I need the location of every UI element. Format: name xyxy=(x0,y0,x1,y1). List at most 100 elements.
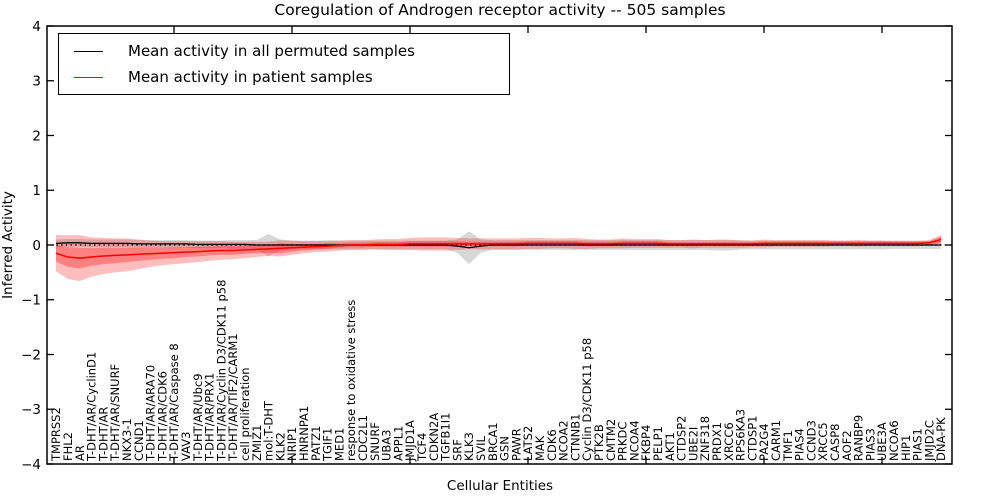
x-tick-label: CDK6 xyxy=(545,429,559,461)
y-tick-label: 1 xyxy=(32,183,41,199)
x-tick-label: GSN xyxy=(498,436,512,461)
x-tick-label: PELP1 xyxy=(651,426,665,461)
x-tick-label: T-DHT/AR/Cyclin D3/CDK11 p58 xyxy=(214,280,228,462)
x-tick-label: VAV3 xyxy=(179,432,193,461)
legend-entry-patient: Mean activity in patient samples xyxy=(59,68,509,86)
x-tick-label: HNRNPA1 xyxy=(297,406,311,461)
x-tick-label: AKT1 xyxy=(663,432,677,461)
x-tick-label: cell proliferation xyxy=(238,367,252,461)
x-tick-label: PATZ1 xyxy=(309,426,323,461)
x-tick-label: T-DHT/AR/TIF2/CARM1 xyxy=(226,333,240,462)
x-tick-label: T-DHT/AR/Ubc9 xyxy=(191,373,205,462)
x-tick-label: FHL2 xyxy=(61,432,75,461)
x-tick-label: NRIP1 xyxy=(285,427,299,461)
x-tick-label: SNURF xyxy=(368,422,382,461)
x-tick-label: LATS2 xyxy=(521,426,535,461)
x-tick-label: AR xyxy=(73,445,87,461)
y-tick-label: 4 xyxy=(32,19,41,35)
x-tick-label: NKX3-1 xyxy=(120,418,134,461)
legend-box: Mean activity in all permuted samples Me… xyxy=(58,33,510,95)
x-tick-label: SRF xyxy=(450,439,464,461)
x-tick-label: RPS6KA3 xyxy=(734,409,748,461)
permuted-mean-line xyxy=(55,242,941,249)
y-tick-label: −2 xyxy=(21,347,41,363)
x-tick-label: TMPRSS2 xyxy=(49,407,63,462)
x-tick-label: RANBP9 xyxy=(852,415,866,461)
x-tick-label: UBA3 xyxy=(380,430,394,462)
x-tick-label: CASP8 xyxy=(828,424,842,461)
x-tick-label: ZNF318 xyxy=(698,416,712,461)
x-tick-label: MED1 xyxy=(332,428,346,461)
x-tick-label: JMJD2C xyxy=(922,420,936,462)
x-tick-label: CCND3 xyxy=(804,420,818,461)
patient-mean-line xyxy=(55,238,942,259)
x-axis-label: Cellular Entities xyxy=(446,478,554,494)
x-tick-label: APPL1 xyxy=(391,426,405,461)
x-tick-label: XRCC6 xyxy=(722,422,736,461)
x-tick-label: T-DHT/AR/Caspase 8 xyxy=(167,343,181,462)
x-tick-label: PIAS3 xyxy=(863,428,877,461)
x-tick-label: NCOA6 xyxy=(887,420,901,461)
plot-title: Coregulation of Androgen receptor activi… xyxy=(274,1,726,19)
patient-line-swatch xyxy=(74,76,103,78)
x-tick-label: CARM1 xyxy=(769,420,783,461)
x-tick-label: MAK xyxy=(533,435,547,461)
x-tick-label: JMJD1A xyxy=(403,420,417,462)
x-tick-label: CTDSP1 xyxy=(745,416,759,461)
permuted-std-band xyxy=(56,231,941,265)
y-tick-label: 2 xyxy=(32,128,41,144)
legend-entry-permuted: Mean activity in all permuted samples xyxy=(59,42,509,60)
y-tick-label: 0 xyxy=(32,238,41,254)
x-tick-label: DNA-PK xyxy=(934,417,948,461)
x-tick-label: PA2G4 xyxy=(757,423,771,461)
x-tick-label: KLK2 xyxy=(273,432,287,461)
x-tick-label: SVIL xyxy=(474,435,488,461)
x-tick-label: TCF4 xyxy=(415,433,429,462)
y-tick-label: −4 xyxy=(21,457,41,473)
y-tick-label: −1 xyxy=(21,293,41,309)
x-tick-label: T-DHT/AR/ARA70 xyxy=(144,365,158,462)
x-tick-label: T-DHT/AR/SNURF xyxy=(108,364,122,462)
x-tick-label: NCOA4 xyxy=(627,420,641,461)
permuted-line-swatch xyxy=(74,50,103,52)
x-tick-label: HIP1 xyxy=(899,435,913,461)
x-tick-label: CCND1 xyxy=(132,420,146,461)
x-tick-label: XRCC5 xyxy=(816,422,830,461)
x-tick-label: CTNNB1 xyxy=(568,414,582,461)
x-tick-label: T-DHT/AR/CDK6 xyxy=(155,371,169,462)
x-tick-label: Cyclin D3/CDK11 p58 xyxy=(580,338,594,461)
x-tick-label: CDKN2A xyxy=(427,413,441,461)
x-tick-label: UBE2I xyxy=(686,427,700,461)
x-tick-label: PRDX1 xyxy=(710,422,724,461)
patient-std-outer-band xyxy=(56,235,941,282)
x-tick-label: T-DHT/AR xyxy=(96,407,110,462)
x-tick-label: T-DHT/AR/CyclinD1 xyxy=(85,352,99,462)
x-tick-label: BRCA1 xyxy=(486,422,500,461)
x-tick-label: response to oxidative stress xyxy=(344,300,358,461)
x-tick-label: NCOA2 xyxy=(557,420,571,461)
legend-label-permuted: Mean activity in all permuted samples xyxy=(128,42,415,60)
x-tick-label: UBE3A xyxy=(875,422,889,461)
x-tick-label: ZMIZ1 xyxy=(250,425,264,461)
x-tick-label: AOF2 xyxy=(840,430,854,461)
x-tick-label: CDC2L1 xyxy=(356,415,370,461)
x-tick-label: CMTM2 xyxy=(604,419,618,461)
x-tick-label: PAWR xyxy=(509,428,523,461)
x-tick-label: mol:T-DHT xyxy=(262,400,276,461)
x-tick-label: KLK3 xyxy=(462,432,476,461)
x-tick-label: PIAS1 xyxy=(911,428,925,461)
x-tick-label: TGIF1 xyxy=(321,428,335,462)
x-tick-label: TMF1 xyxy=(781,430,795,462)
x-tick-label: TGFB1I1 xyxy=(439,413,453,462)
legend-label-patient: Mean activity in patient samples xyxy=(128,68,373,86)
x-tick-label: CTDSP2 xyxy=(675,416,689,461)
x-tick-label: T-DHT/AR/PRX1 xyxy=(203,373,217,462)
y-tick-label: −3 xyxy=(21,402,41,418)
x-tick-label: PIAS4 xyxy=(793,428,807,461)
x-tick-label: PTK2B xyxy=(592,424,606,461)
x-tick-label: FKBP4 xyxy=(639,425,653,461)
x-tick-label: PRKDC xyxy=(616,422,630,461)
y-tick-label: 3 xyxy=(32,74,41,90)
